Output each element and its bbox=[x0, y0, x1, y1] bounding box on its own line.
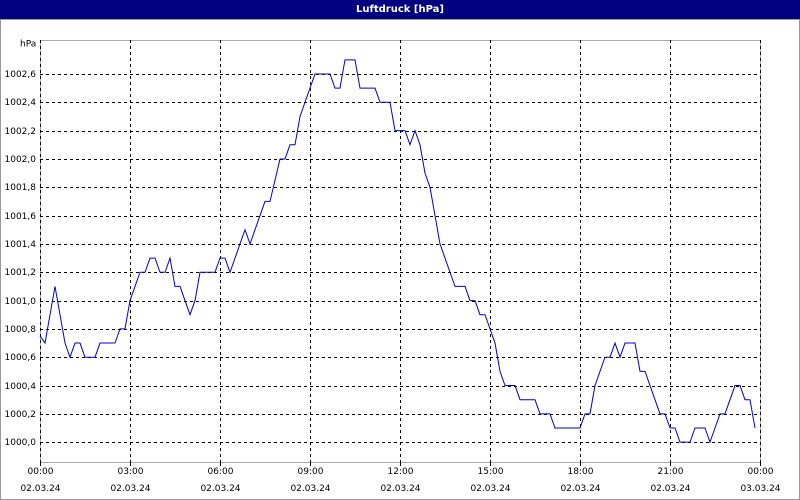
x-tick-label: 09:00 02.03.24 bbox=[290, 467, 331, 494]
y-tick-label: 1002,0 bbox=[5, 155, 37, 165]
y-axis-label: hPa bbox=[20, 40, 36, 50]
y-tick-label: 1001,0 bbox=[5, 297, 37, 307]
y-tick-label: 1000,4 bbox=[5, 382, 37, 392]
y-tick-label: 1002,4 bbox=[5, 98, 37, 108]
y-tick-label: 1001,2 bbox=[5, 268, 37, 278]
y-tick-label: 1001,4 bbox=[5, 240, 37, 250]
x-tick-label: 21:00 02.03.24 bbox=[650, 467, 691, 494]
y-tick-label: 1002,6 bbox=[5, 70, 37, 80]
x-tick-label: 12:00 02.03.24 bbox=[380, 467, 421, 494]
line bbox=[39, 59, 756, 444]
x-tick-label: 15:00 02.03.24 bbox=[470, 467, 511, 494]
y-tick-label: 1001,8 bbox=[5, 183, 37, 193]
x-tick-label: 00:00 02.03.24 bbox=[20, 467, 61, 494]
x-tick-label: 18:00 02.03.24 bbox=[560, 467, 601, 494]
y-tick-label: 1000,8 bbox=[5, 325, 37, 335]
y-tick-label: 1002,2 bbox=[5, 127, 37, 137]
x-tick-label: 03:00 02.03.24 bbox=[110, 467, 151, 494]
y-tick-label: 1001,6 bbox=[5, 212, 37, 222]
x-tick-label: 00:00 03.03.24 bbox=[740, 467, 781, 494]
y-tick-label: 1000,2 bbox=[5, 410, 37, 420]
chart-title: Luftdruck [hPa] bbox=[0, 0, 800, 19]
y-tick-label: 1000,6 bbox=[5, 353, 37, 363]
y-tick-label: 1000,0 bbox=[5, 438, 37, 448]
x-tick-label: 06:00 02.03.24 bbox=[200, 467, 241, 494]
